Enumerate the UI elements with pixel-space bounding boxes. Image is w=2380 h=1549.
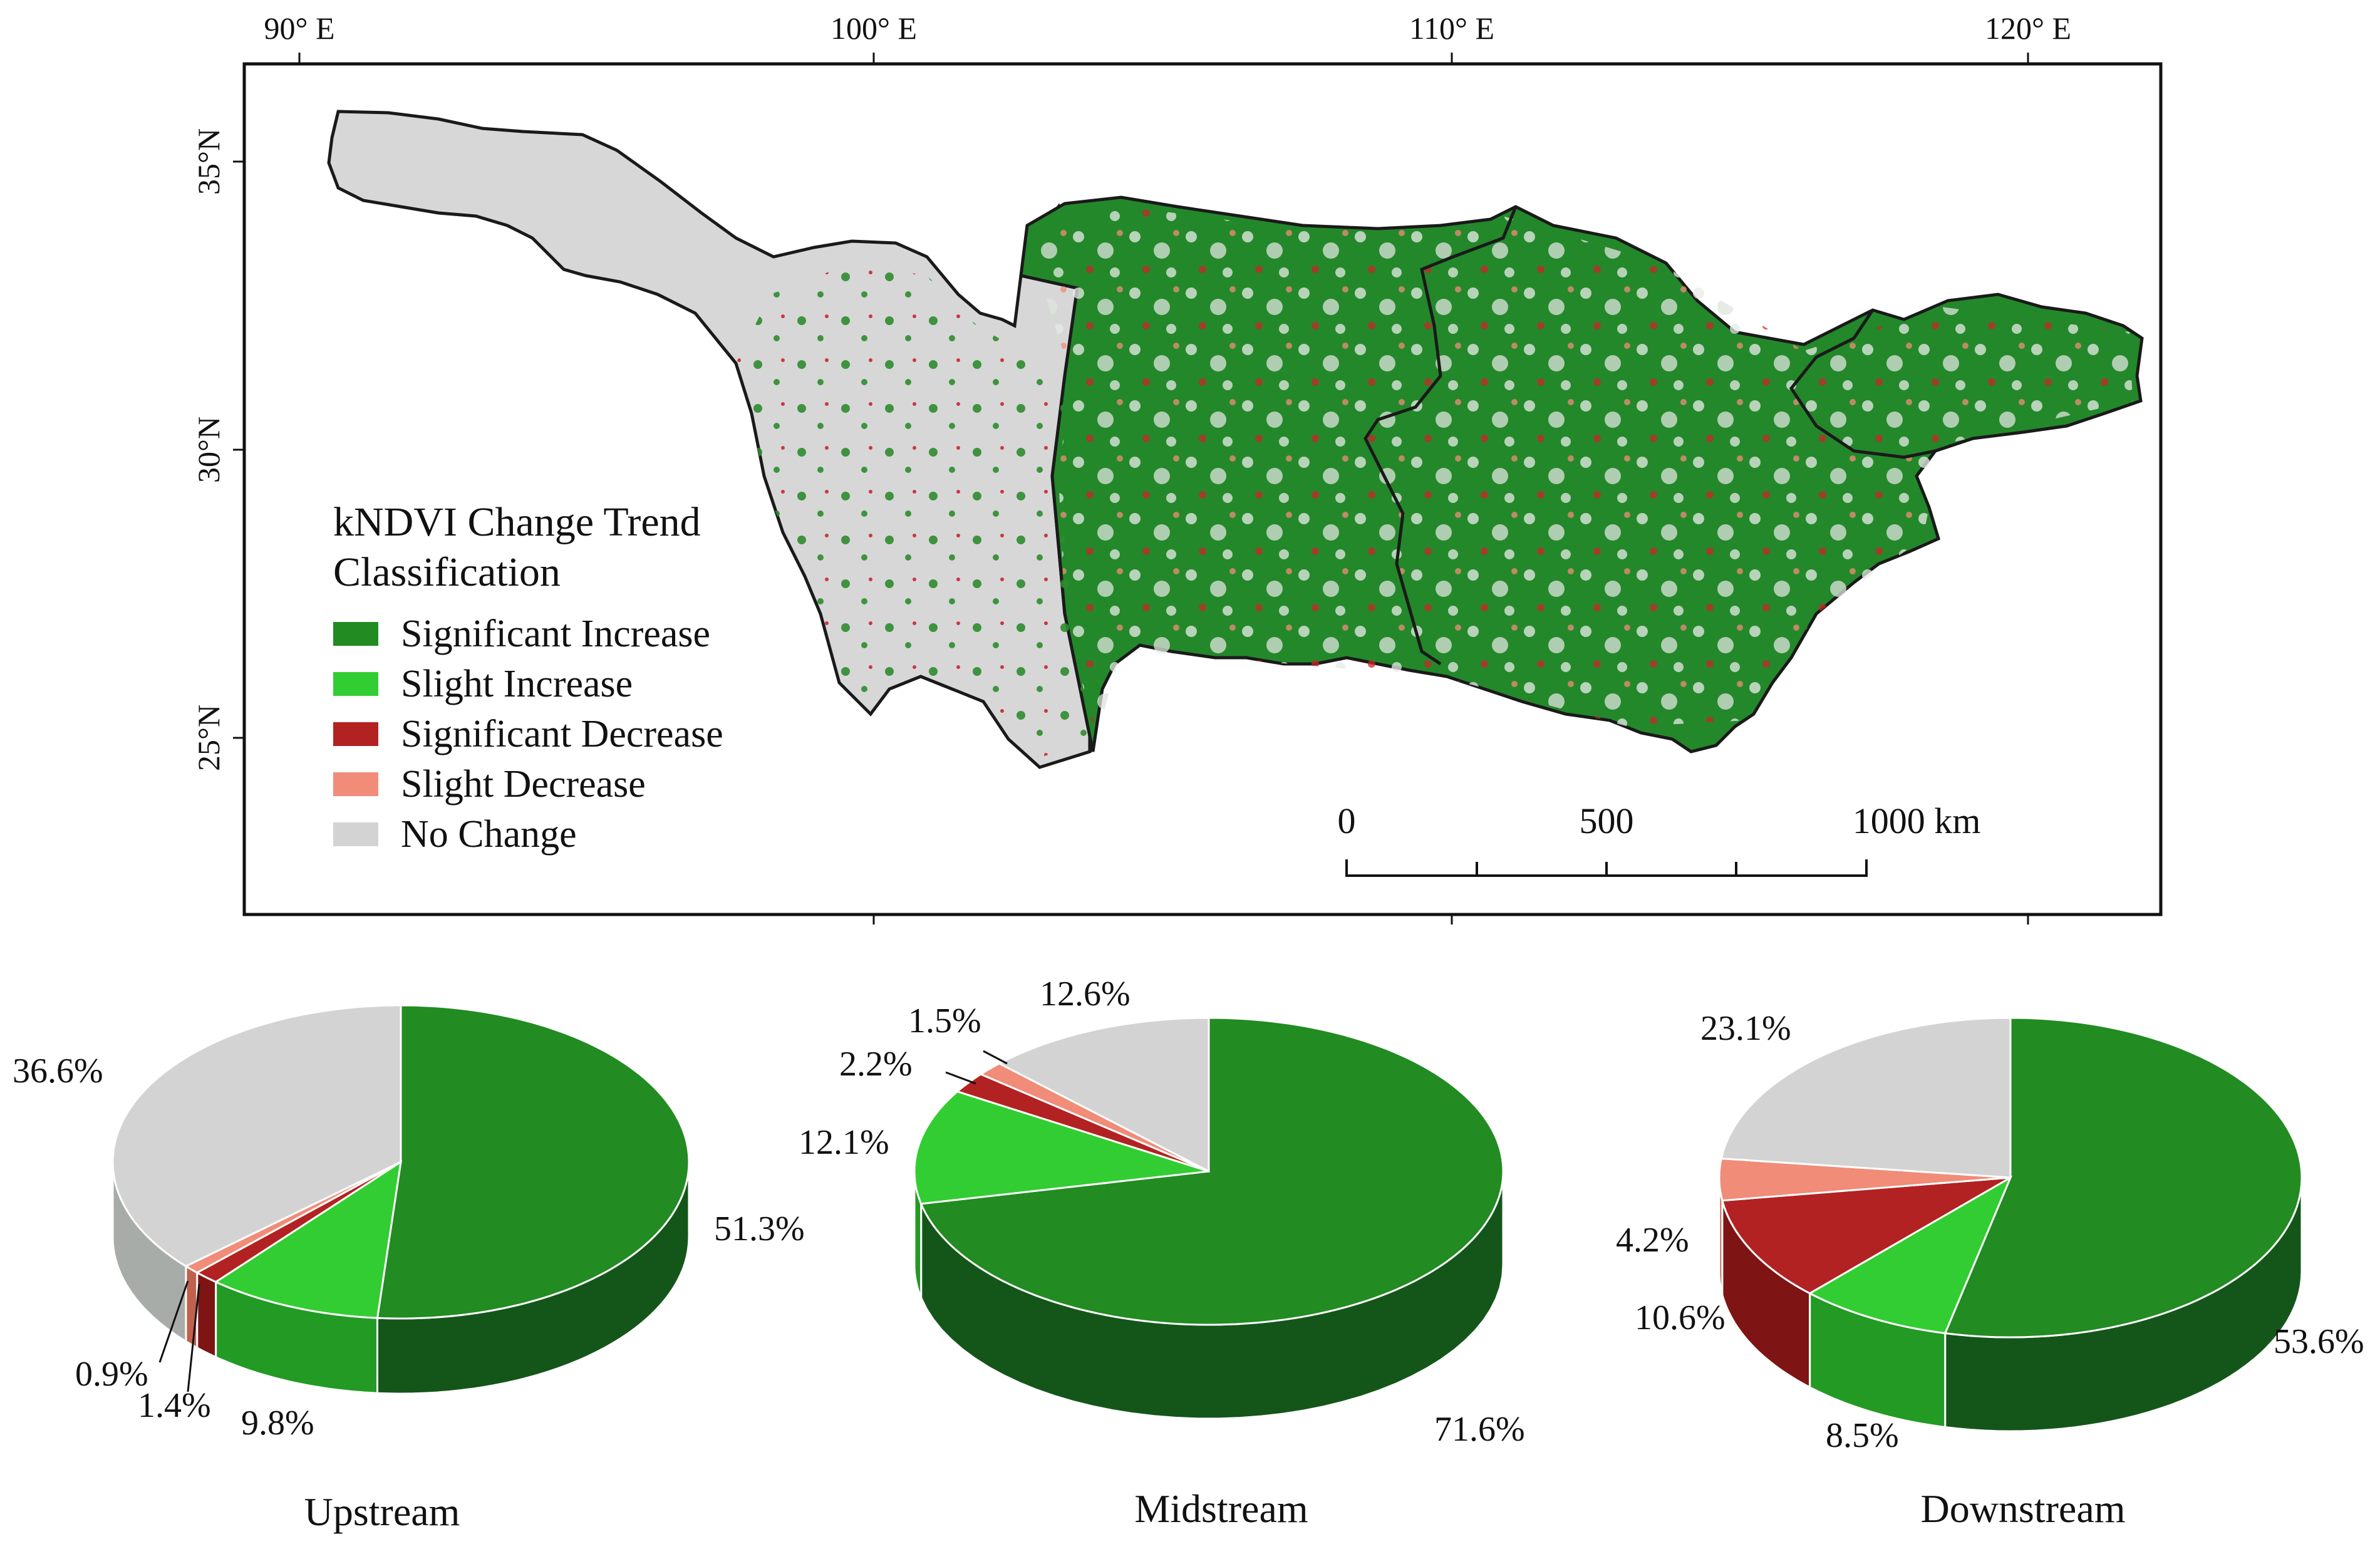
pie-title: Midstream — [1134, 1486, 1308, 1531]
pie-labels-midstream: 12.6% 1.5% 2.2% 12.1% 71.6% — [799, 975, 1525, 1449]
legend-swatch-slight-increase — [333, 672, 378, 696]
legend-title: kNDVI Change Trend — [333, 499, 701, 545]
pct-label: 53.6% — [2274, 1322, 2364, 1361]
scale-label: 0 — [1338, 800, 1356, 841]
pie-slice-significant-decrease — [195, 1161, 401, 1283]
leader-line — [158, 1280, 189, 1363]
lon-tick-label: 120° E — [1985, 11, 2071, 46]
pct-label: 51.3% — [714, 1210, 805, 1248]
basin-texture-west — [736, 263, 1090, 758]
pie-slice-slight-increase — [214, 1159, 402, 1319]
pie-slice-no-change — [111, 1004, 402, 1268]
lon-tick-label: 90° E — [264, 11, 334, 46]
pct-label: 23.1% — [1700, 1009, 1791, 1048]
lat-tick-label: 30°N — [191, 417, 226, 483]
legend-swatch-significant-increase — [333, 622, 378, 646]
pie-downstream — [1718, 1017, 2303, 1432]
pie-slice-slight-decrease — [1718, 1158, 2011, 1202]
pct-label: 12.1% — [799, 1123, 889, 1162]
lon-tick-label: 100° E — [830, 11, 917, 46]
legend-label: Significant Increase — [401, 613, 710, 655]
pie-charts — [111, 1004, 2303, 1432]
leader-line — [187, 1283, 200, 1392]
pct-label: 10.6% — [1635, 1298, 1725, 1337]
lat-tick-label: 35°N — [191, 128, 226, 195]
pie-upstream — [111, 1004, 690, 1395]
pie-slice-significant-increase — [1943, 1017, 2303, 1339]
legend-swatch-slight-decrease — [333, 772, 378, 796]
pct-label: 1.4% — [138, 1386, 211, 1425]
pie-side-slight-decrease — [185, 1264, 199, 1350]
scale-label: 1000 km — [1853, 800, 1981, 841]
pie-slice-significant-decrease — [955, 1073, 1209, 1173]
legend-swatch-significant-decrease — [333, 722, 378, 746]
pct-label: 0.9% — [75, 1355, 148, 1394]
legend-label: No Change — [401, 813, 577, 856]
legend-title: Classification — [333, 549, 561, 595]
leader-line — [945, 1071, 976, 1085]
pie-title: Upstream — [304, 1489, 460, 1534]
pie-title: Downstream — [1920, 1486, 2125, 1531]
legend-swatch-no-change — [333, 822, 378, 846]
yangtze-basin — [327, 110, 2144, 769]
scale-label: 500 — [1580, 800, 1634, 841]
pct-label: 12.6% — [1040, 975, 1130, 1013]
pie-slice-slight-increase — [913, 1090, 1209, 1205]
lon-tick-label: 110° E — [1409, 11, 1494, 46]
pie-slice-no-change — [997, 1017, 1210, 1173]
basin-texture-east — [1027, 207, 2133, 739]
legend-label: Slight Increase — [401, 663, 633, 705]
leader-line — [983, 1050, 1008, 1065]
pie-slice-significant-increase — [919, 1017, 1504, 1326]
upstream-midstream-boundary — [1363, 206, 1518, 666]
pie-slice-slight-decrease — [978, 1062, 1209, 1173]
pct-label: 36.6% — [13, 1052, 103, 1091]
map-legend: kNDVI Change Trend Classification Signif… — [333, 499, 723, 856]
legend-label: Significant Decrease — [401, 713, 723, 755]
pct-label: 4.2% — [1616, 1221, 1689, 1260]
pie-slice-significant-increase — [376, 1004, 690, 1320]
pct-label: 8.5% — [1826, 1416, 1899, 1455]
pct-label: 2.2% — [839, 1045, 913, 1084]
pie-midstream — [913, 1017, 1504, 1420]
lat-tick-label: 25°N — [191, 705, 226, 771]
lon-ticks — [298, 53, 2029, 925]
pct-label: 9.8% — [241, 1404, 314, 1443]
pie-labels-upstream: 36.6% 51.3% 0.9% 1.4% 9.8% — [13, 1052, 805, 1443]
midstream-downstream-boundary — [1789, 309, 1936, 459]
scale-bar: 0 500 1000 km — [1338, 800, 1981, 877]
lat-ticks — [233, 160, 244, 739]
legend-label: Slight Decrease — [401, 763, 646, 806]
pct-label: 1.5% — [908, 1002, 981, 1040]
pie-slice-slight-increase — [1808, 1175, 2013, 1335]
pct-label: 71.6% — [1434, 1410, 1525, 1449]
pie-labels-downstream: 23.1% 4.2% 10.6% 8.5% 53.6% — [1616, 1009, 2364, 1455]
map-panel: 90° E 100° E 110° E 120° E 35°N 30°N 25°… — [191, 11, 2163, 925]
pie-slice-no-change — [1720, 1017, 2012, 1179]
pie-slice-significant-decrease — [1720, 1176, 2011, 1295]
